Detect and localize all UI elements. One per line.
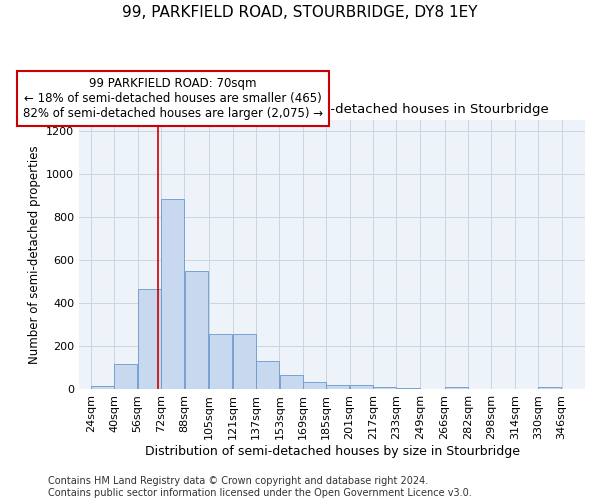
Text: Contains HM Land Registry data © Crown copyright and database right 2024.
Contai: Contains HM Land Registry data © Crown c… (48, 476, 472, 498)
Text: 99 PARKFIELD ROAD: 70sqm
← 18% of semi-detached houses are smaller (465)
82% of : 99 PARKFIELD ROAD: 70sqm ← 18% of semi-d… (23, 77, 323, 120)
Bar (326, 384, 349, 389)
Bar (303, 382, 326, 389)
Bar (373, 387, 396, 389)
Title: Size of property relative to semi-detached houses in Stourbridge: Size of property relative to semi-detach… (116, 103, 548, 116)
Bar (115, 364, 137, 389)
Bar (350, 384, 373, 389)
Bar (256, 361, 279, 389)
Bar (138, 289, 161, 389)
Bar (185, 270, 208, 389)
Bar (161, 200, 184, 389)
Bar (445, 387, 468, 389)
Y-axis label: Number of semi-detached properties: Number of semi-detached properties (28, 145, 41, 364)
Bar (209, 334, 232, 389)
Text: 99, PARKFIELD ROAD, STOURBRIDGE, DY8 1EY: 99, PARKFIELD ROAD, STOURBRIDGE, DY8 1EY (122, 5, 478, 20)
Bar (538, 387, 562, 389)
Bar (397, 388, 419, 389)
X-axis label: Distribution of semi-detached houses by size in Stourbridge: Distribution of semi-detached houses by … (145, 444, 520, 458)
Bar (233, 334, 256, 389)
Bar (280, 375, 302, 389)
Bar (91, 386, 114, 389)
